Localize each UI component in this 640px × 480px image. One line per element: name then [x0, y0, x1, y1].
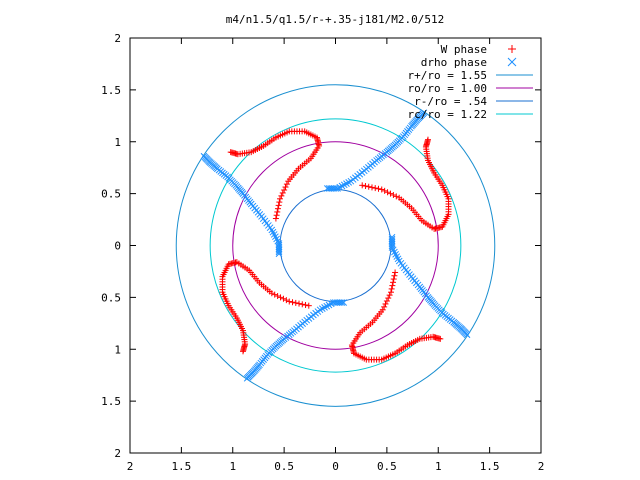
w-phase-point: [378, 186, 385, 193]
legend-label: r+/ro = 1.55: [408, 69, 487, 82]
x-tick-label: 0.5: [377, 460, 397, 473]
w-phase-point: [372, 185, 379, 192]
w-phase-point: [279, 189, 286, 196]
drho-phase-point: [331, 299, 339, 306]
w-phase-point: [389, 282, 396, 289]
drho-phase-point: [243, 374, 251, 382]
axis-ticks: 2 1.5 1 0.5 0 0.5 1 1.5 221.510.500.511.52: [101, 32, 544, 473]
data-series: [200, 109, 471, 382]
legend-label: rc/ro = 1.22: [408, 108, 487, 121]
w-phase-point: [383, 298, 390, 305]
x-tick-label: 1.5: [480, 460, 500, 473]
w-phase-point: [289, 299, 296, 306]
w-phase-point: [299, 301, 306, 308]
w-phase-point: [437, 335, 444, 342]
legend-label: W phase: [441, 43, 487, 56]
x-tick-label: 1.5: [171, 460, 191, 473]
drho-phase-point: [332, 185, 340, 192]
w-phase-point: [286, 298, 293, 305]
drho-phase-point: [420, 109, 428, 117]
w-phase-point: [271, 291, 278, 298]
w-phase-point: [273, 212, 280, 219]
w-phase-point: [387, 190, 394, 197]
w-phase-point: [375, 185, 382, 192]
w-phase-point: [382, 300, 389, 307]
drho-phase-point: [463, 331, 471, 339]
w-phase-point: [392, 269, 399, 276]
w-phase-point: [292, 299, 299, 306]
w-phase-point: [283, 181, 290, 188]
w-phase-point: [384, 189, 391, 196]
w-phase-point: [387, 289, 394, 296]
y-tick-label: 1.5: [101, 84, 121, 97]
w-phase-point: [359, 182, 366, 189]
y-tick-label: 1: [114, 136, 121, 149]
w-phase-point: [277, 294, 284, 301]
w-phase-point: [305, 302, 312, 309]
w-phase-point: [381, 187, 388, 194]
w-phase-point: [381, 303, 388, 310]
w-phase-point: [276, 199, 283, 206]
circle-3: [209, 118, 462, 373]
y-tick-label: 0.5: [101, 291, 121, 304]
w-phase-point: [424, 136, 431, 143]
reference-circles: [175, 84, 496, 407]
y-tick-label: 0: [114, 240, 121, 253]
circle-2: [279, 188, 392, 303]
w-phase-point: [393, 193, 400, 200]
w-phase-point: [390, 276, 397, 283]
y-tick-label: 1.5: [101, 395, 121, 408]
x-tick-label: 1: [435, 460, 442, 473]
w-phase-point: [390, 192, 397, 199]
w-phase-point: [391, 272, 398, 279]
w-phase-point: [274, 292, 281, 299]
w-phase-point: [368, 184, 375, 191]
w-phase-point: [365, 183, 372, 190]
y-tick-label: 2: [114, 32, 121, 45]
w-phase-point: [390, 279, 397, 286]
legend-label: r-/ro = .54: [414, 95, 487, 108]
w-phase-point: [281, 186, 288, 193]
circle-0: [175, 84, 496, 407]
y-tick-label: 0.5: [101, 188, 121, 201]
w-phase-point: [296, 300, 303, 307]
w-phase-point: [240, 348, 247, 355]
chart-title: m4/n1.5/q1.5/r-+.35-j181/M2.0/512: [226, 13, 445, 26]
w-phase-point: [275, 202, 282, 209]
w-phase-point: [283, 297, 290, 304]
w-phase-point: [274, 205, 281, 212]
w-phase-point: [280, 295, 287, 302]
w-phase-point: [362, 183, 369, 190]
w-phase-point: [282, 184, 289, 191]
w-phase-point: [274, 208, 281, 215]
drho-phase-point: [388, 242, 396, 250]
w-phase-point: [272, 215, 279, 222]
x-tick-label: 0.5: [274, 460, 294, 473]
x-tick-label: 2: [538, 460, 545, 473]
x-tick-label: 0: [332, 460, 339, 473]
circle-1: [232, 141, 439, 350]
w-phase-point: [386, 292, 393, 299]
w-phase-point: [388, 285, 395, 292]
w-phase-point: [227, 149, 234, 156]
x-tick-label: 1: [229, 460, 236, 473]
y-tick-label: 1: [114, 343, 121, 356]
legend-label: ro/ro = 1.00: [408, 82, 487, 95]
legend-label: drho phase: [421, 56, 487, 69]
y-tick-label: 2: [114, 447, 121, 460]
w-phase-point: [277, 195, 284, 202]
drho-phase-point: [275, 241, 283, 249]
x-tick-label: 2: [127, 460, 134, 473]
w-phase-point: [385, 295, 392, 302]
w-phase-point: [302, 301, 309, 308]
w-phase-point: [278, 192, 285, 199]
drho-phase-point: [200, 152, 208, 160]
